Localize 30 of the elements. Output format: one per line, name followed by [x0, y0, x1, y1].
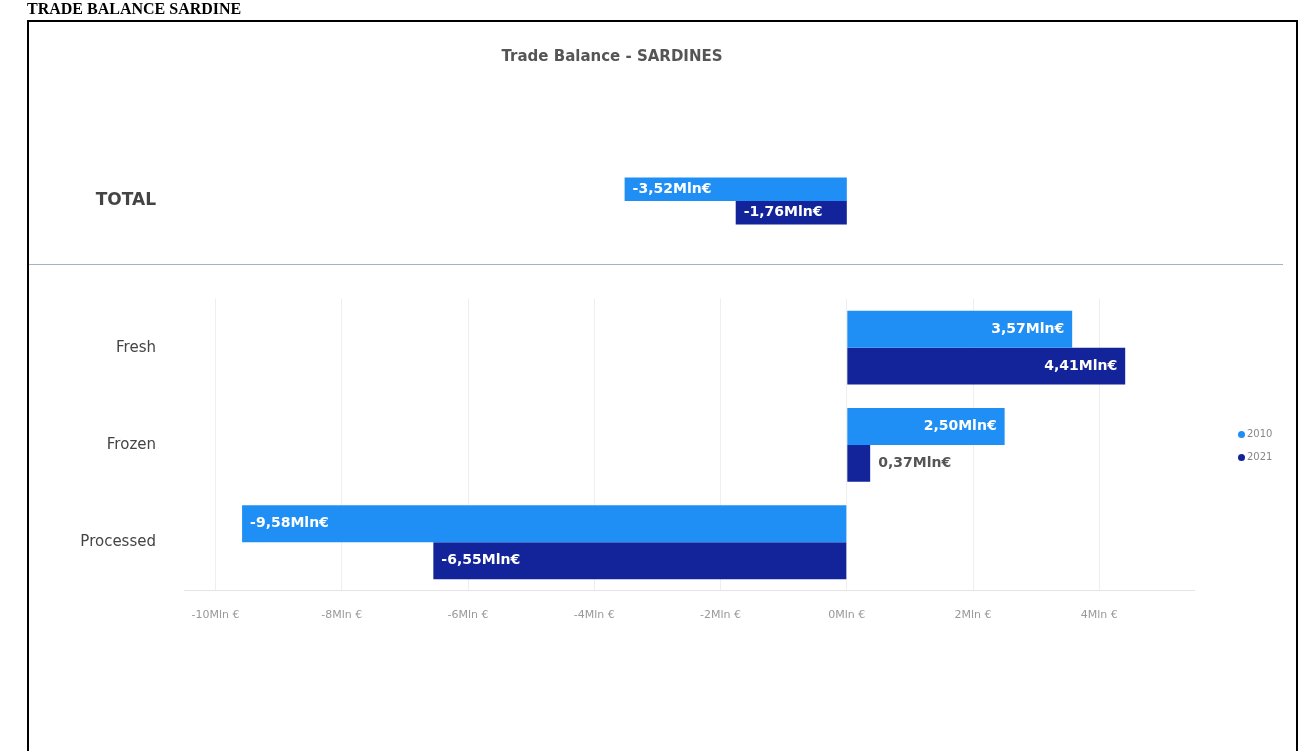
bar: [847, 347, 1126, 385]
y-tick-label: TOTAL: [95, 189, 157, 210]
data-label: 4,41Mln€: [1044, 356, 1118, 373]
legend-label: 2021: [1247, 451, 1273, 462]
x-tick-label: 4Mln €: [1080, 608, 1118, 622]
x-tick-label: 0Mln €: [828, 608, 866, 622]
y-tick-label: Fresh: [116, 337, 156, 356]
legend-label: 2010: [1247, 428, 1273, 439]
x-tick-label: -10Mln €: [191, 608, 240, 622]
data-label: -9,58Mln€: [250, 514, 329, 531]
x-tick-label: -8Mln €: [321, 608, 363, 622]
bar: [433, 542, 847, 580]
data-label: 0,37Mln€: [878, 454, 952, 471]
x-tick-label: 2Mln €: [954, 608, 992, 622]
y-tick-label: Frozen: [106, 434, 156, 453]
bar: [847, 310, 1073, 348]
bar: [847, 444, 871, 482]
chart-title: Trade Balance - SARDINES: [501, 46, 723, 65]
data-label: -3,52Mln€: [632, 179, 712, 196]
data-label: 2,50Mln€: [923, 417, 997, 434]
y-tick-label: Processed: [80, 532, 156, 551]
data-label: -1,76Mln€: [743, 203, 823, 220]
text: TRADE BALANCE SARDINE: [27, 0, 242, 18]
x-tick-label: -6Mln €: [447, 608, 489, 622]
x-tick-label: -4Mln €: [573, 608, 615, 622]
data-label: -6,55Mln€: [441, 551, 521, 568]
data-label: 3,57Mln€: [991, 319, 1065, 336]
bar: [242, 505, 847, 543]
x-tick-label: -2Mln €: [700, 608, 742, 622]
bar: [847, 407, 1005, 445]
